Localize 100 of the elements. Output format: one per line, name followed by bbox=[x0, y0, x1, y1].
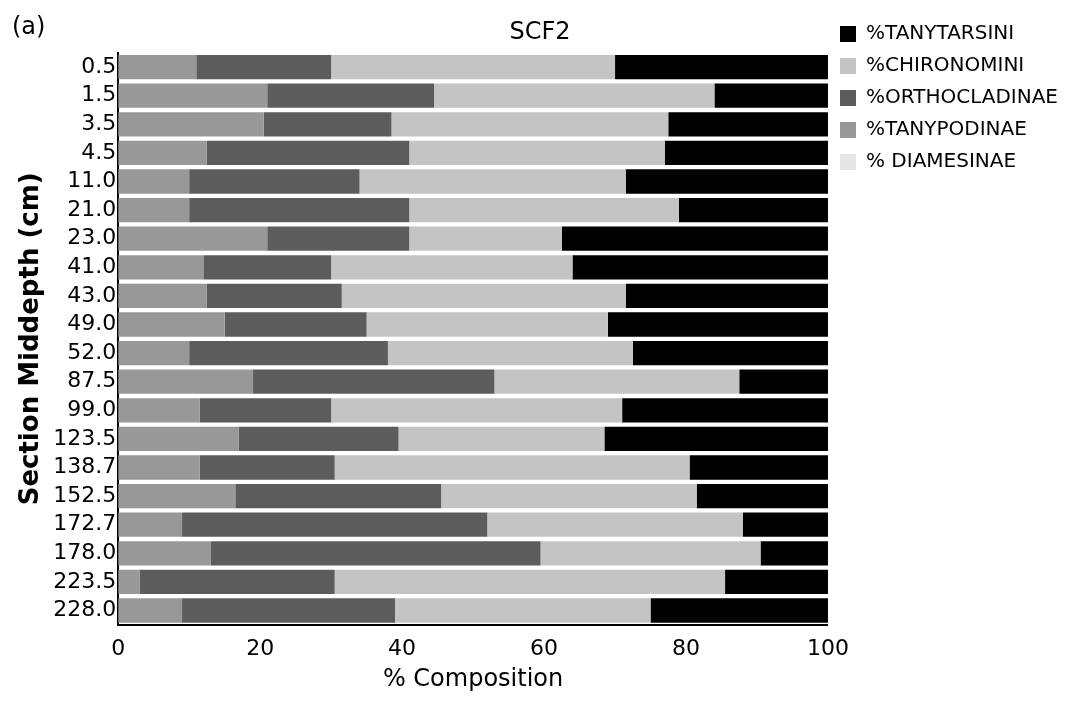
bar bbox=[206, 283, 342, 309]
bar bbox=[118, 426, 239, 452]
bar bbox=[334, 455, 690, 480]
bar bbox=[267, 226, 410, 251]
bar bbox=[398, 426, 605, 452]
bar bbox=[341, 283, 626, 309]
bar bbox=[387, 340, 633, 366]
y-tick-label: 152.5 bbox=[53, 481, 117, 507]
bar bbox=[391, 112, 669, 137]
bar bbox=[139, 569, 335, 595]
bar bbox=[189, 169, 360, 194]
bar bbox=[760, 541, 828, 566]
text: (a) bbox=[12, 12, 46, 41]
bar bbox=[118, 455, 200, 480]
bar bbox=[118, 598, 183, 623]
bar bbox=[189, 197, 410, 223]
bar bbox=[487, 512, 743, 537]
bar bbox=[238, 426, 399, 452]
y-tick-label: 87.5 bbox=[67, 367, 117, 393]
bar bbox=[331, 398, 623, 423]
y-tick-label: 0.5 bbox=[81, 52, 117, 78]
bar bbox=[224, 312, 367, 337]
x-tick-label: 60 bbox=[530, 634, 559, 660]
x-tick-label: 0 bbox=[111, 634, 126, 660]
bar bbox=[118, 312, 225, 337]
y-tick-label: 138.7 bbox=[53, 453, 117, 479]
y-tick-label: 41.0 bbox=[67, 253, 117, 279]
y-tick-label: 123.5 bbox=[53, 424, 117, 450]
bar bbox=[441, 483, 697, 509]
y-tick-label: 43.0 bbox=[67, 281, 117, 307]
bar bbox=[572, 255, 828, 280]
bar bbox=[395, 598, 651, 623]
bar bbox=[434, 83, 715, 108]
bar bbox=[206, 140, 410, 166]
bar bbox=[664, 140, 828, 166]
y-tick-label: 178.0 bbox=[53, 539, 117, 565]
bar bbox=[540, 541, 761, 566]
bar bbox=[118, 140, 207, 166]
bar bbox=[334, 569, 726, 595]
bar bbox=[253, 369, 495, 394]
x-axis-title: % Composition bbox=[382, 663, 564, 692]
bar bbox=[625, 283, 828, 309]
bar bbox=[359, 169, 626, 194]
legend-label: %TANYTARSINI bbox=[865, 20, 1015, 45]
bar bbox=[118, 54, 197, 80]
bar bbox=[118, 483, 236, 509]
bar bbox=[118, 169, 190, 194]
bar bbox=[182, 512, 488, 537]
x-tick-label: 40 bbox=[388, 634, 417, 660]
legend-label: %TANYPODINAE bbox=[865, 116, 1027, 141]
y-axis-title: Section Middepth (cm) bbox=[14, 172, 45, 506]
chart-title: SCF2 bbox=[509, 16, 571, 45]
bar bbox=[203, 255, 332, 280]
bar bbox=[689, 455, 828, 480]
bar bbox=[742, 512, 828, 537]
bar bbox=[668, 112, 828, 137]
bar bbox=[607, 312, 828, 337]
bar bbox=[210, 541, 541, 566]
y-tick-label: 223.5 bbox=[53, 567, 117, 593]
bar bbox=[118, 255, 204, 280]
bar bbox=[118, 112, 264, 137]
y-tick-label: 99.0 bbox=[67, 396, 117, 422]
bar bbox=[331, 54, 616, 80]
bar bbox=[615, 54, 828, 80]
bar bbox=[235, 483, 442, 509]
y-tick-label: 23.0 bbox=[67, 224, 117, 250]
bar bbox=[118, 83, 268, 108]
bar bbox=[561, 226, 828, 251]
y-tick-label: 11.0 bbox=[67, 167, 117, 193]
bar bbox=[118, 197, 190, 223]
x-tick-label: 100 bbox=[806, 634, 849, 660]
bar bbox=[182, 598, 396, 623]
bar bbox=[118, 398, 200, 423]
legend-label: %ORTHOCLADINAE bbox=[865, 84, 1058, 109]
bar bbox=[366, 312, 608, 337]
y-tick-label: 228.0 bbox=[53, 596, 117, 622]
bar bbox=[625, 169, 828, 194]
bar bbox=[678, 197, 828, 223]
bar bbox=[632, 340, 828, 366]
bar bbox=[189, 340, 388, 366]
bar bbox=[118, 369, 254, 394]
bar bbox=[267, 83, 435, 108]
bar bbox=[714, 83, 828, 108]
x-tick-label: 20 bbox=[246, 634, 275, 660]
y-tick-label: 3.5 bbox=[81, 110, 117, 136]
bar bbox=[118, 340, 190, 366]
bar bbox=[622, 398, 828, 423]
bar bbox=[604, 426, 828, 452]
y-tick-label: 4.5 bbox=[81, 138, 117, 164]
legend-label: %CHIRONOMINI bbox=[865, 52, 1025, 77]
bar bbox=[118, 541, 211, 566]
y-tick-label: 172.7 bbox=[53, 510, 117, 536]
bar bbox=[739, 369, 828, 394]
bar bbox=[725, 569, 828, 595]
bar bbox=[118, 569, 140, 595]
bar bbox=[196, 54, 332, 80]
bar bbox=[118, 512, 183, 537]
bar bbox=[118, 283, 207, 309]
bar bbox=[263, 112, 392, 137]
bar bbox=[409, 140, 665, 166]
